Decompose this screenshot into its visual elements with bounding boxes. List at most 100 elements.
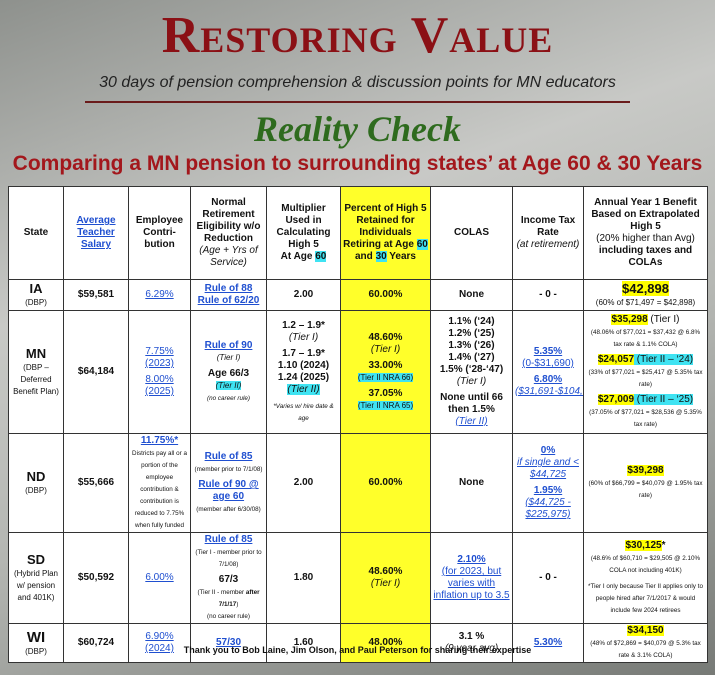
cell-text: ND bbox=[26, 469, 46, 484]
cell-line: (DBP – Deferred Benefit Plan) bbox=[11, 362, 61, 398]
table-cell: WI (DBP) bbox=[8, 623, 64, 663]
cell-text: 57/30 bbox=[215, 637, 242, 648]
cell-text: At Age bbox=[280, 251, 316, 262]
cell-text: State bbox=[23, 227, 49, 238]
cell-text: 1.5% (‘28-‘47) bbox=[439, 364, 504, 375]
cell-text: Income Tax Rate bbox=[520, 215, 576, 238]
cell-text: 8.00% bbox=[145, 374, 174, 385]
table-cell: 6.29% bbox=[128, 279, 191, 311]
column-header: Employee Contri-bution bbox=[128, 186, 191, 280]
column-header: Annual Year 1 Benefit Based on Extrapola… bbox=[583, 186, 708, 280]
cell-line: - 0 - bbox=[515, 289, 581, 301]
cell-line: 33.00% bbox=[343, 360, 428, 372]
cell-text: (20% higher than Avg) bbox=[596, 233, 695, 244]
cell-text: $27,009 bbox=[597, 394, 635, 405]
cell-text: (Age + Yrs of Service) bbox=[199, 245, 258, 268]
cell-text: IA bbox=[29, 281, 43, 296]
table-cell: 1.1% (‘24) 1.2% (‘25) 1.3% (‘26) 1.4% (‘27)… bbox=[430, 310, 513, 434]
cell-text: Normal Retirement Eligibility w/o Reduct… bbox=[196, 197, 261, 244]
table-cell: 5.30% bbox=[512, 623, 584, 663]
cell-text: None bbox=[459, 477, 484, 488]
cell-text: (at retirement) bbox=[516, 239, 580, 250]
cell-text: (Tier I) bbox=[370, 578, 401, 589]
table-cell: 2.00 bbox=[266, 279, 341, 311]
cell-text: (DBP) bbox=[25, 298, 47, 307]
cell-line: (0-$31,690) bbox=[515, 358, 581, 370]
cell-line: Percent of High 5 Retained for Individua… bbox=[343, 203, 428, 263]
table-row: SD (Hybrid Plan w/ pension and 401K) $50,5… bbox=[8, 532, 708, 624]
table-cell: 60.00% bbox=[340, 433, 431, 533]
cell-text: COLAS bbox=[454, 227, 489, 238]
table-cell: $42,898 (60% of $71,497 = $42,898) bbox=[583, 279, 708, 311]
cell-line: 2.00 bbox=[269, 477, 338, 489]
cell-text: Rule of 90 bbox=[204, 340, 253, 351]
cell-line: 67/3 bbox=[193, 574, 264, 586]
cell-text: ($44,725 - $225,975) bbox=[525, 497, 571, 520]
cell-text: 60.00% bbox=[368, 289, 403, 300]
cell-text: 33.00% bbox=[368, 360, 403, 371]
cell-text: (60% of $66,799 = $40,079 @ 1.95% tax ra… bbox=[588, 480, 703, 499]
cell-line: 7.75% bbox=[131, 346, 188, 358]
cell-text: and bbox=[355, 251, 376, 262]
cell-line: 5.35% bbox=[515, 346, 581, 358]
cell-text: 37.05% bbox=[368, 388, 403, 399]
cell-text: 1.3% (‘26) bbox=[448, 340, 495, 351]
table-cell: $59,581 bbox=[63, 279, 129, 311]
cell-text: 1.10 (2024) bbox=[277, 360, 330, 371]
cell-text: - 0 - bbox=[539, 572, 557, 583]
cell-text: 6.80% bbox=[533, 374, 563, 385]
cell-text: Districts pay all or a portion of the em… bbox=[132, 450, 187, 529]
column-header: Income Tax Rate (at retirement) bbox=[512, 186, 584, 280]
cell-line: Age 66/3 bbox=[193, 368, 264, 380]
cell-line: Rule of 90 @ age 60 bbox=[193, 479, 264, 503]
cell-line: 1.24 (2025) bbox=[269, 372, 338, 384]
cell-text: None bbox=[459, 289, 484, 300]
cell-line: 11.75%* bbox=[131, 435, 188, 447]
table-cell: 1.2 – 1.9* (Tier I) 1.7 – 1.9* 1.10 (2024) 1… bbox=[266, 310, 341, 434]
cell-line: (for 2023, but varies with inflation up … bbox=[433, 566, 510, 602]
table-cell: Rule of 88 Rule of 62/20 bbox=[190, 279, 267, 311]
table-cell: 11.75%* Districts pay all or a portion of… bbox=[128, 433, 191, 533]
cell-line: (member after 6/30/08) bbox=[193, 503, 264, 515]
cell-text: (9 year avg) bbox=[444, 643, 499, 654]
cell-text: Age 66/3 bbox=[207, 368, 250, 379]
cell-text: $35,298 bbox=[611, 314, 648, 325]
cell-line: 6.29% bbox=[131, 289, 188, 301]
cell-line: 1.7 – 1.9* bbox=[269, 348, 338, 360]
table-cell: 57/30 bbox=[190, 623, 267, 663]
cell-text: 1.95% bbox=[533, 485, 563, 496]
cell-line: (Hybrid Plan w/ pension and 401K) bbox=[11, 568, 61, 604]
cell-text: (Tier II NRA 65) bbox=[357, 401, 414, 410]
cell-line: $59,581 bbox=[66, 289, 126, 301]
cell-text: Rule of 85 bbox=[204, 451, 253, 462]
cell-text: (Tier I) bbox=[370, 344, 401, 355]
cell-text: (2025) bbox=[145, 386, 174, 397]
cell-text: 1.7 – 1.9* bbox=[282, 348, 325, 359]
cell-text: *Tier I only because Tier II applies onl… bbox=[588, 583, 703, 614]
cell-line: (member prior to 7/1/08) bbox=[193, 463, 264, 475]
table-cell: MN (DBP – Deferred Benefit Plan) bbox=[8, 310, 64, 434]
cell-text: Average Teacher Salary bbox=[76, 215, 116, 250]
cell-text: (Tier II NRA 66) bbox=[357, 373, 414, 382]
table-cell: 1.60 bbox=[266, 623, 341, 663]
cell-text: 1.2% (‘25) bbox=[448, 328, 495, 339]
cell-line: if single and < $44,725 bbox=[515, 457, 581, 481]
cell-line: SD bbox=[11, 552, 61, 568]
cell-line: (48.6% of $60,710 = $29,505 @ 2.10% COLA… bbox=[586, 552, 705, 576]
cell-line: 6.80% bbox=[515, 374, 581, 386]
cell-text: (Tier I) bbox=[216, 353, 241, 362]
column-header: Percent of High 5 Retained for Individua… bbox=[340, 186, 431, 280]
cell-line: 48.00% bbox=[343, 637, 428, 649]
cell-text: Percent of High 5 Retained for Individua… bbox=[343, 203, 427, 250]
cell-line: State bbox=[11, 227, 61, 239]
cell-line: (20% higher than Avg) bbox=[586, 233, 705, 245]
header-row: State Average Teacher Salary Employee Cont… bbox=[8, 186, 708, 280]
cell-text: 1.2 – 1.9* bbox=[282, 320, 325, 331]
cell-line: 48.60% bbox=[343, 332, 428, 344]
banner: Reality Check bbox=[254, 109, 461, 149]
cell-text: 6.29% bbox=[145, 289, 174, 300]
cell-text: 5.30% bbox=[533, 637, 563, 648]
cell-text: Years bbox=[386, 251, 416, 262]
column-header: Multiplier Used in Calculating High 5 At … bbox=[266, 186, 341, 280]
